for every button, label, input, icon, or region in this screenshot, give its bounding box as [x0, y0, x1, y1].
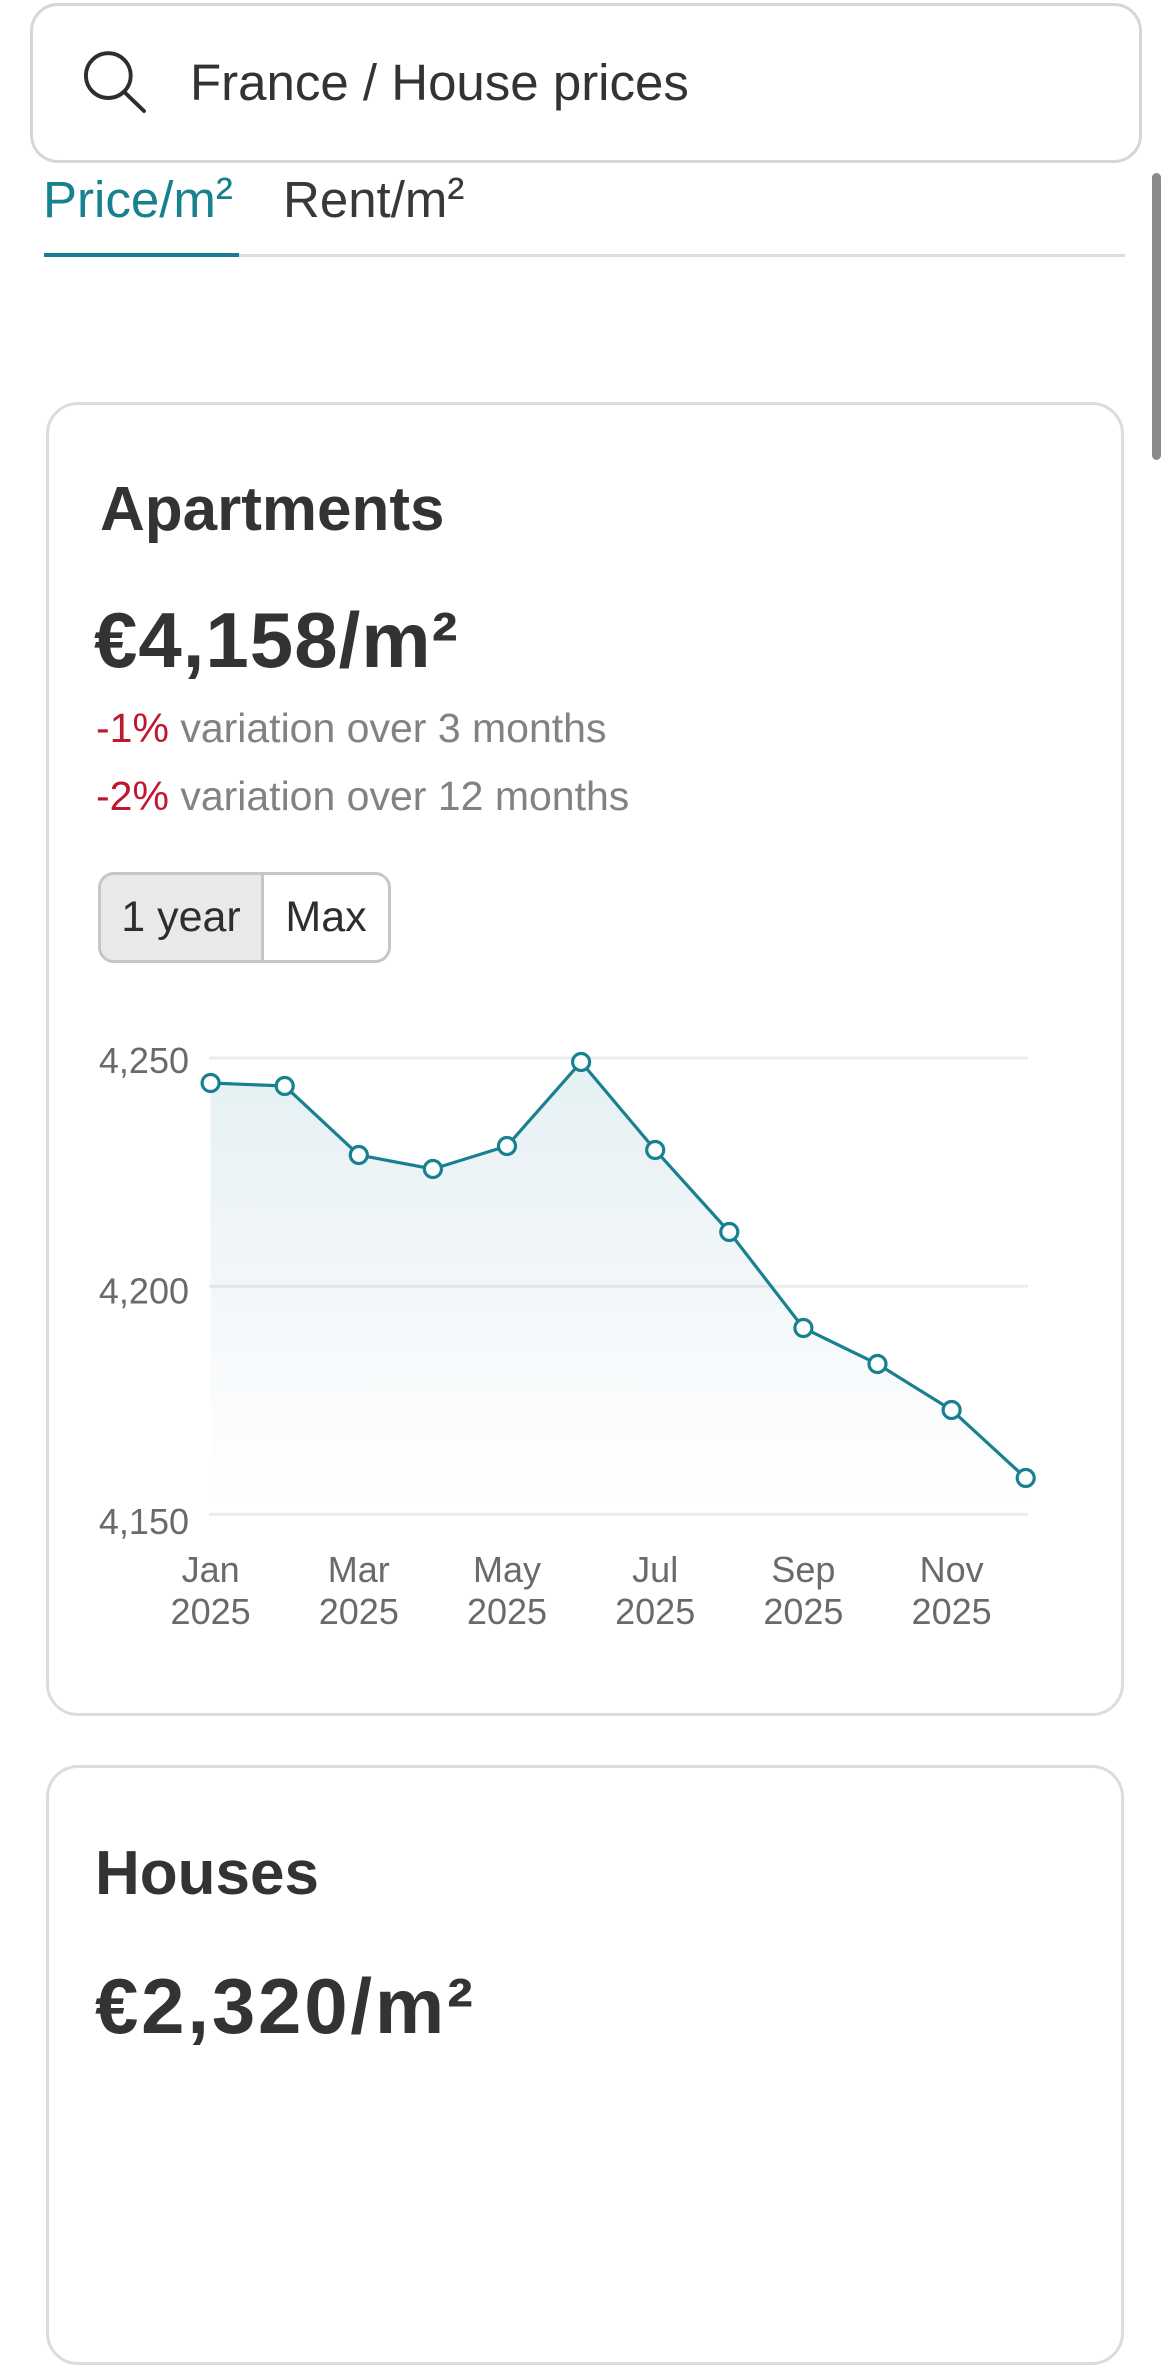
- svg-text:4,250: 4,250: [99, 1040, 189, 1081]
- svg-text:2025: 2025: [319, 1591, 399, 1632]
- svg-text:2025: 2025: [763, 1591, 843, 1632]
- svg-text:Jan: Jan: [182, 1549, 240, 1590]
- svg-text:4,150: 4,150: [99, 1501, 189, 1542]
- svg-text:Sep: Sep: [771, 1549, 835, 1590]
- svg-text:May: May: [473, 1549, 541, 1590]
- svg-text:Nov: Nov: [920, 1549, 984, 1590]
- svg-text:2025: 2025: [467, 1591, 547, 1632]
- svg-text:Mar: Mar: [328, 1549, 390, 1590]
- svg-text:2025: 2025: [171, 1591, 251, 1632]
- svg-text:2025: 2025: [615, 1591, 695, 1632]
- svg-text:2025: 2025: [912, 1591, 992, 1632]
- svg-text:Jul: Jul: [632, 1549, 678, 1590]
- svg-text:4,200: 4,200: [99, 1270, 189, 1311]
